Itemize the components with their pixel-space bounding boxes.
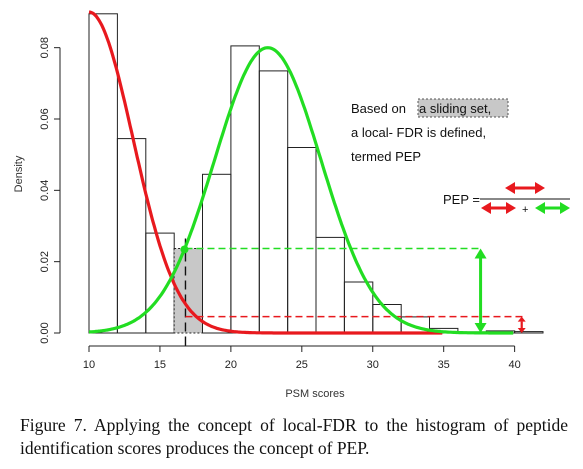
formula-denominator-green-arrow-head-right — [560, 202, 570, 214]
sliding-set-highlight — [417, 98, 509, 118]
annotation-line3: termed PEP — [351, 149, 421, 164]
annotation-line1-highlight: a sliding set, — [419, 101, 491, 116]
figure-chart: 10 15 20 25 30 35 40 0.00 0.02 0.04 0.06 0.08 Densi… — [13, 10, 570, 400]
decoy-count-arrow-head-up — [517, 316, 526, 322]
formula-denominator-green-arrow-head-left — [535, 202, 545, 214]
pep-plus-sign: + — [522, 204, 528, 216]
histogram-bars — [88, 13, 544, 334]
decoy-count-arrow — [517, 316, 526, 333]
reference-lines — [184, 238, 526, 347]
formula-denominator-red-arrow-head-left — [481, 202, 491, 214]
x-tick-label-7: 40 — [509, 359, 521, 371]
annotation-line1-prefix: Based on — [351, 101, 406, 116]
crossing-marker — [180, 245, 189, 254]
formula-denominator-red-arrow-head-right — [506, 202, 516, 214]
formula-numerator-arrow-head-right — [535, 182, 545, 194]
caption-text: Applying the concept of local-FDR to the… — [20, 415, 568, 458]
figure-caption: Figure 7. Applying the concept of local-… — [20, 414, 568, 460]
formula-denominator-red-arrow — [481, 202, 516, 214]
decoy-count-arrow-head-down — [517, 328, 526, 333]
histogram-bar-16 — [514, 331, 544, 334]
formula-numerator-arrow — [505, 182, 545, 194]
arrow-markers — [180, 245, 526, 333]
target-density-curve — [88, 46, 514, 335]
histogram-bar-2 — [116, 138, 147, 334]
y-tick-label-5: 0.08 — [39, 37, 51, 58]
y-tick-label-3: 0.04 — [39, 180, 51, 201]
target-count-arrow-head-down — [474, 323, 487, 333]
density-curves — [88, 10, 514, 335]
x-tick-label-2: 15 — [154, 359, 166, 371]
formula-denominator-green-arrow — [535, 202, 570, 214]
y-tick-label-1: 0.00 — [39, 322, 51, 343]
pep-formula: PEP = + — [443, 182, 570, 216]
y-tick-label-4: 0.06 — [39, 108, 51, 129]
histogram-bar-7 — [258, 70, 289, 334]
decoy-density-curve — [88, 10, 443, 335]
pep-formula-arrows — [481, 182, 570, 214]
histogram-bar-5 — [202, 173, 232, 334]
x-tick-label-5: 30 — [367, 359, 379, 371]
annotation-line2: a local- FDR is defined, — [351, 125, 486, 140]
chart-axes: 10 15 20 25 30 35 40 0.00 0.02 0.04 0.06 0.08 — [39, 37, 521, 371]
histogram-bar-6 — [230, 45, 260, 334]
histogram-bar-9 — [315, 236, 345, 334]
target-count-arrow-head-up — [474, 248, 487, 259]
annotation-block: Based on a sliding set, a local- FDR is … — [351, 98, 509, 164]
histogram-bar-10 — [343, 281, 374, 334]
caption-label: Figure 7. — [20, 415, 87, 435]
x-tick-label-1: 10 — [83, 359, 95, 371]
formula-numerator-arrow-head-left — [505, 182, 515, 194]
target-count-arrow — [474, 248, 487, 333]
x-tick-label-3: 20 — [225, 359, 237, 371]
x-tick-label-6: 35 — [438, 359, 450, 371]
y-axis-title: Density — [13, 155, 25, 192]
y-tick-label-2: 0.02 — [39, 251, 51, 272]
x-tick-label-4: 25 — [296, 359, 308, 371]
x-axis-title: PSM scores — [285, 388, 345, 400]
pep-label: PEP = — [443, 192, 480, 207]
histogram-bar-8 — [287, 147, 317, 334]
